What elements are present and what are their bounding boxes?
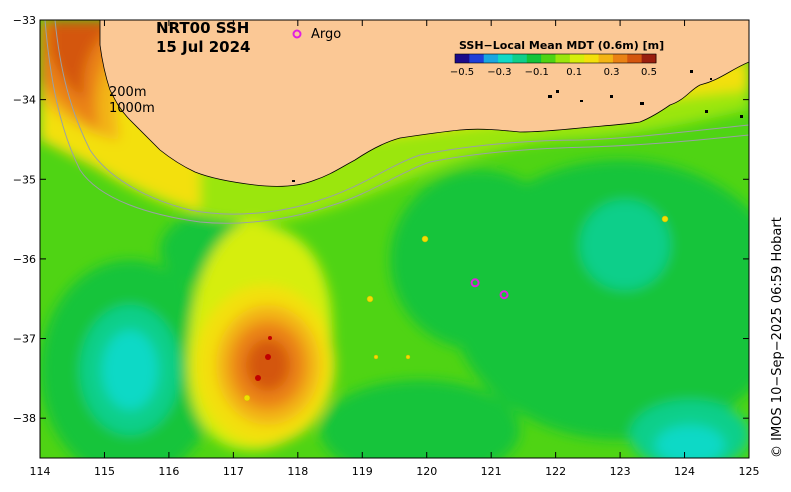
colorbar-swatch (641, 54, 657, 63)
colorbar-swatch (612, 54, 628, 63)
eddy-center-markers (255, 336, 272, 381)
plot-frame (39, 19, 750, 459)
colorbar-swatch (512, 54, 528, 63)
colorbar-swatches (455, 54, 657, 63)
drifter-dots (243, 215, 669, 402)
x-tick-label: 120 (416, 465, 437, 478)
islands (292, 70, 743, 182)
y-tick-label: −36 (13, 253, 36, 266)
colorbar-swatch (627, 54, 643, 63)
x-tick-label: 115 (94, 465, 115, 478)
argo-legend-marker (292, 29, 302, 39)
colorbar-swatch (526, 54, 542, 63)
colorbar-outline (454, 53, 657, 64)
isobath-label-200: 200m (109, 85, 146, 100)
x-tick-label: 123 (610, 465, 631, 478)
y-tick-label: −35 (13, 173, 36, 186)
colorbar-tick-label: −0.5 (450, 67, 474, 78)
colorbar-swatch (598, 54, 614, 63)
x-tick-label: 121 (481, 465, 502, 478)
x-tick-label: 114 (30, 465, 51, 478)
colorbar-swatch (541, 54, 556, 63)
colorbar-swatch (483, 54, 499, 63)
colorbar-swatch (555, 54, 571, 63)
colorbar-swatch (469, 54, 485, 63)
colorbar-tick-label: 0.3 (604, 67, 620, 78)
x-tick-label: 125 (739, 465, 760, 478)
x-tick-label: 117 (223, 465, 244, 478)
colorbar-swatch (455, 54, 470, 63)
y-tick-label: −33 (13, 14, 36, 27)
isobath-label-1000: 1000m (109, 101, 155, 116)
colorbar-swatch (498, 54, 513, 63)
y-tick-label: −38 (13, 412, 36, 425)
colorbar-ticks: −0.5 −0.3 −0.1 0.1 0.3 0.5 (450, 67, 657, 78)
y-tick-label: −37 (13, 333, 36, 346)
y-tick-label: −34 (13, 94, 36, 107)
x-tick-label: 118 (287, 465, 308, 478)
x-axis: 114 115 116 117 118 119 120 121 122 123 124 125 (30, 20, 760, 478)
colorbar-tick-label: 0.5 (641, 67, 657, 78)
colorbar: SSH−Local Mean MDT (0.6m) [m] −0.5 −0.3 −0… (450, 39, 664, 78)
product-title: NRT00 SSH (156, 19, 249, 37)
plot-area (40, 20, 749, 458)
isobaths (44, 20, 749, 224)
argo-floats (470, 278, 509, 300)
colorbar-tick-label: −0.3 (487, 67, 511, 78)
colorbar-tick-label: 0.1 (566, 67, 582, 78)
x-tick-label: 124 (674, 465, 695, 478)
y-axis: −33 −34 −35 −36 −37 −38 (13, 14, 749, 425)
x-tick-label: 116 (158, 465, 179, 478)
argo-float-marker (499, 290, 509, 300)
colorbar-swatch (569, 54, 585, 63)
credit-text: © IMOS 10−Sep−2025 06:59 Hobart (770, 217, 785, 458)
date-title: 15 Jul 2024 (156, 38, 250, 56)
x-tick-label: 119 (352, 465, 373, 478)
colorbar-title: SSH−Local Mean MDT (0.6m) [m] (459, 39, 664, 52)
x-tick-label: 122 (545, 465, 566, 478)
colorbar-swatch (584, 54, 600, 63)
argo-float-marker (470, 278, 480, 288)
argo-legend-label: Argo (311, 27, 341, 42)
colorbar-tick-label: −0.1 (525, 67, 549, 78)
